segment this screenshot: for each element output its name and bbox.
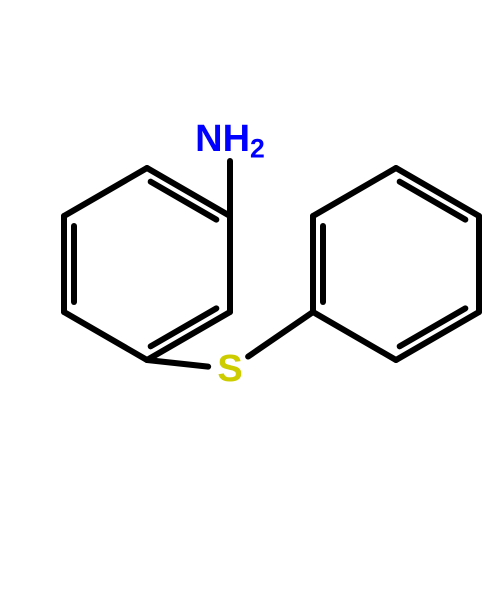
amine-label: NH2 bbox=[195, 118, 265, 164]
molecule-diagram: NH2 S bbox=[0, 0, 500, 600]
sulfur-label: S bbox=[217, 348, 242, 390]
